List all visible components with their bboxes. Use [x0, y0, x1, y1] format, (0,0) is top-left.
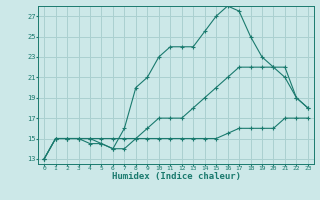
X-axis label: Humidex (Indice chaleur): Humidex (Indice chaleur) — [111, 172, 241, 181]
